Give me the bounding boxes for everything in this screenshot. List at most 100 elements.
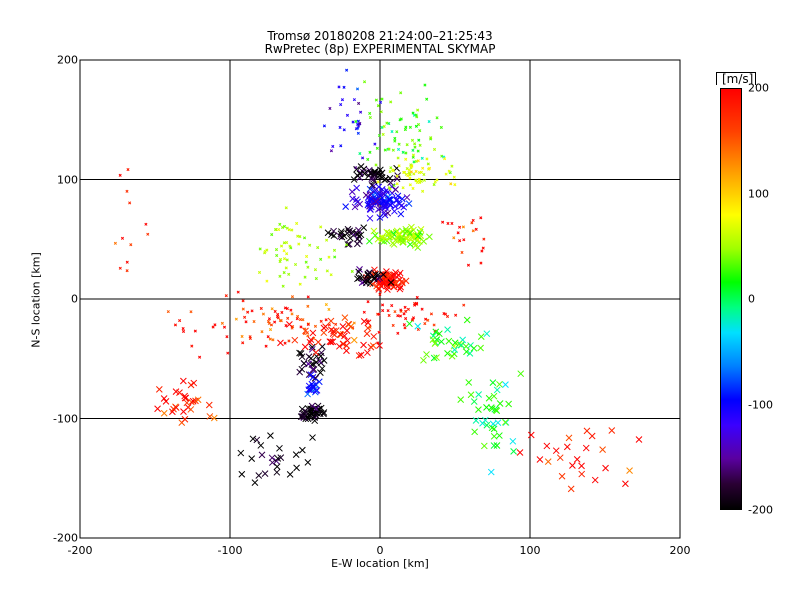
data-point-dot	[406, 174, 410, 178]
data-point-dot	[234, 317, 238, 321]
data-point-dot	[319, 319, 323, 323]
data-point-x	[357, 231, 365, 239]
data-point-x	[327, 326, 335, 334]
data-point-x	[385, 271, 392, 278]
data-point-x	[314, 338, 322, 346]
data-point-x	[496, 432, 503, 439]
data-point-dot	[290, 295, 295, 299]
data-point-dot	[415, 295, 419, 299]
data-point-dot	[410, 138, 415, 142]
data-point-dot	[390, 303, 394, 308]
data-point-dot	[450, 221, 454, 226]
data-point-dot	[345, 243, 349, 247]
data-point-dot	[413, 145, 417, 149]
data-point-x	[406, 320, 413, 328]
data-point-x	[338, 233, 346, 241]
data-point-dot	[378, 292, 382, 296]
data-point-x	[583, 427, 591, 435]
data-point-x	[463, 348, 470, 356]
data-points	[113, 68, 643, 493]
data-point-dot	[414, 113, 418, 117]
data-point-dot	[268, 337, 272, 341]
data-point-dot	[198, 355, 202, 359]
data-point-dot	[243, 315, 247, 319]
data-point-dot	[422, 172, 426, 177]
data-point-dot	[442, 155, 446, 159]
data-point-x	[380, 271, 387, 278]
data-point-x	[320, 410, 327, 418]
data-point-x	[390, 282, 397, 290]
data-point-dot	[417, 177, 421, 181]
data-point-x	[337, 228, 345, 235]
data-point-x	[393, 196, 401, 203]
data-point-x	[297, 350, 305, 357]
data-point-x	[366, 169, 374, 177]
data-point-dot	[373, 142, 377, 146]
data-point-x	[397, 235, 405, 243]
data-point-dot	[283, 341, 287, 345]
data-point-dot	[314, 276, 318, 281]
data-point-dot	[402, 323, 406, 327]
data-point-x	[317, 369, 324, 376]
data-point-dot	[366, 300, 370, 304]
data-point-dot	[277, 227, 281, 232]
data-point-x	[160, 395, 168, 402]
data-point-dot	[377, 312, 381, 316]
data-point-dot	[446, 221, 450, 226]
data-point-x	[462, 343, 470, 350]
data-point-dot	[358, 151, 362, 156]
data-point-dot	[193, 329, 197, 333]
data-point-dot	[129, 243, 133, 247]
data-point-dot	[423, 322, 427, 326]
data-point-dot	[325, 269, 329, 273]
data-point-x	[556, 454, 564, 462]
data-point-x	[320, 409, 328, 416]
data-point-x	[475, 406, 482, 413]
colorbar-tick-label: 100	[748, 187, 769, 200]
data-point-dot	[406, 307, 410, 311]
data-point-dot	[316, 246, 320, 250]
data-point-dot	[428, 166, 432, 170]
data-point-dot	[288, 244, 292, 248]
data-point-x	[328, 231, 335, 238]
data-point-x	[451, 339, 459, 347]
data-point-dot	[269, 323, 274, 327]
data-point-x	[527, 431, 535, 439]
data-point-dot	[425, 157, 429, 161]
data-point-x	[465, 379, 473, 386]
data-point-dot	[266, 319, 270, 324]
data-point-x	[311, 417, 319, 425]
data-point-x	[364, 201, 372, 209]
data-point-x	[375, 284, 382, 292]
data-point-x	[155, 386, 163, 393]
data-point-dot	[352, 98, 356, 102]
data-point-x	[372, 271, 379, 278]
data-point-dot	[306, 304, 310, 308]
data-point-x	[248, 455, 256, 462]
colorbar-tick-label: 0	[748, 292, 755, 306]
data-point-dot	[408, 173, 412, 177]
data-point-x	[552, 447, 560, 455]
data-point-x	[510, 447, 517, 455]
data-point-x	[480, 442, 488, 450]
data-point-x	[355, 352, 363, 359]
data-point-dot	[244, 320, 248, 324]
data-point-dot	[432, 323, 436, 327]
data-point-dot	[287, 228, 291, 232]
data-point-x	[375, 286, 383, 293]
data-point-dot	[241, 299, 245, 303]
y-tick-label: -100	[53, 412, 78, 425]
data-point-dot	[387, 147, 391, 151]
data-point-x	[377, 166, 384, 174]
data-point-x	[312, 412, 320, 419]
data-point-dot	[327, 255, 331, 259]
data-point-dot	[387, 313, 391, 318]
data-point-dot	[285, 240, 289, 245]
data-point-dot	[319, 257, 323, 261]
data-point-x	[436, 330, 443, 338]
data-point-x	[366, 191, 374, 199]
data-point-dot	[480, 249, 484, 253]
data-point-dot	[275, 315, 280, 319]
data-point-dot	[482, 237, 486, 241]
data-point-x	[181, 415, 189, 423]
